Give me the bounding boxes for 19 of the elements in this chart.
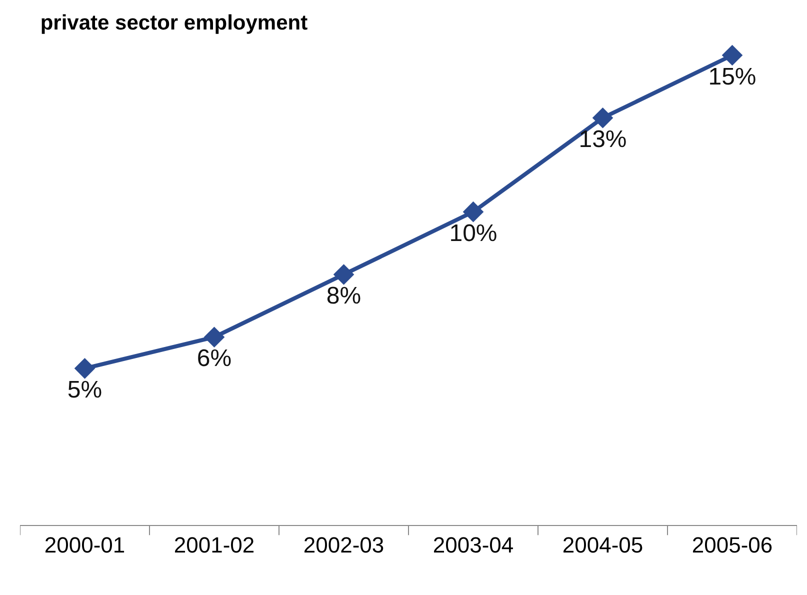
point [333,264,354,285]
x-tick-label: 2005-06 [692,532,773,558]
data-label: 8% [326,282,362,310]
point [722,44,743,66]
data-label: 15% [708,63,756,90]
point [204,326,225,348]
x-tick-label: 2001-02 [174,532,255,558]
point [74,358,96,379]
data-label: 6% [196,345,232,372]
data-label: 5% [67,376,102,404]
chart-title: private sector employment [40,12,308,35]
point [592,107,614,128]
x-tick-label: 2000-01 [44,532,126,558]
x-tick-label: 2002-03 [303,532,384,558]
data-label: 10% [449,220,498,247]
x-tick-label: 2004-05 [562,532,644,558]
data-label: 13% [578,126,627,153]
point [462,201,484,222]
x-tick-label: 2003-04 [432,532,514,558]
